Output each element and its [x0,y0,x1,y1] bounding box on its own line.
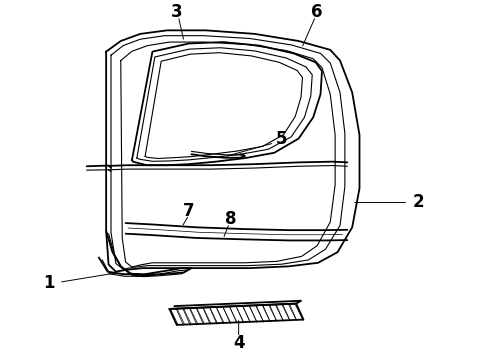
Text: 3: 3 [171,3,183,21]
Text: 2: 2 [412,193,424,211]
Text: 6: 6 [311,3,323,21]
Text: 1: 1 [44,274,55,292]
Text: 7: 7 [183,202,195,220]
Text: 8: 8 [224,210,236,228]
Text: 5: 5 [276,130,287,148]
Text: 4: 4 [233,334,245,352]
